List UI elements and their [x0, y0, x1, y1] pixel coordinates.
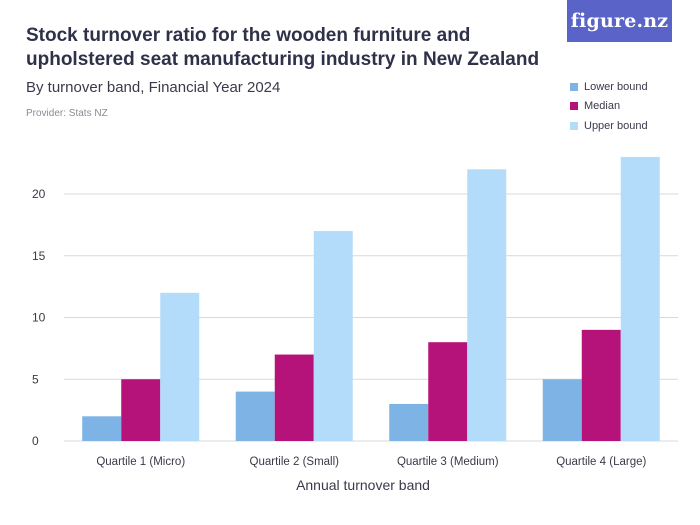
bar-upper-bound-q1 — [160, 292, 200, 441]
legend-swatch-lower-bound — [570, 82, 578, 91]
legend-label-lower-bound: Lower bound — [584, 80, 648, 93]
bar-lower-bound-q1 — [82, 416, 122, 441]
x-axis-ticks: Quartile 1 (Micro) Quartile 2 (Small) Quar… — [96, 456, 646, 468]
bar-median-q1 — [121, 379, 161, 441]
chart-title: Stock turnover ratio for the wooden furn… — [26, 25, 540, 70]
legend-swatch-median — [570, 102, 578, 111]
bar-upper-bound-q2 — [313, 231, 353, 441]
x-axis-title: Annual turnover band — [296, 477, 430, 493]
legend-item-upper-bound: Upper bound — [570, 116, 648, 136]
x-tick-label: Quartile 1 (Micro) — [96, 456, 185, 468]
bar-upper-bound-q3 — [467, 169, 507, 442]
chart-subtitle: By turnover band, Financial Year 2024 — [26, 79, 281, 96]
bar-lower-bound-q2 — [235, 391, 275, 441]
y-axis-ticks: 0 5 10 15 20 — [32, 187, 46, 448]
bars — [82, 156, 660, 442]
x-tick-label: Quartile 3 (Medium) — [397, 456, 499, 468]
bar-upper-bound-q4 — [620, 156, 660, 441]
y-tick-label: 5 — [32, 372, 39, 386]
chart-legend: Lower bound Median Upper bound — [570, 77, 648, 136]
bar-lower-bound-q4 — [542, 379, 582, 441]
x-tick-label: Quartile 2 (Small) — [250, 456, 340, 468]
x-tick-label: Quartile 4 (Large) — [556, 456, 646, 468]
legend-label-median: Median — [584, 100, 621, 113]
bar-median-q2 — [274, 354, 314, 441]
legend-swatch-upper-bound — [570, 121, 578, 130]
legend-item-lower-bound: Lower bound — [570, 77, 648, 97]
provider-credit: Provider: Stats NZ — [26, 108, 108, 119]
bar-lower-bound-q3 — [389, 403, 429, 441]
y-tick-label: 15 — [32, 249, 46, 263]
y-tick-label: 10 — [32, 311, 46, 325]
legend-item-median: Median — [570, 97, 648, 117]
y-tick-label: 20 — [32, 187, 46, 201]
legend-label-upper-bound: Upper bound — [584, 119, 648, 132]
figure-nz-logo[interactable]: figure.nz — [567, 0, 672, 42]
y-tick-label: 0 — [32, 434, 39, 448]
bar-median-q3 — [428, 342, 468, 441]
bar-median-q4 — [581, 329, 621, 441]
